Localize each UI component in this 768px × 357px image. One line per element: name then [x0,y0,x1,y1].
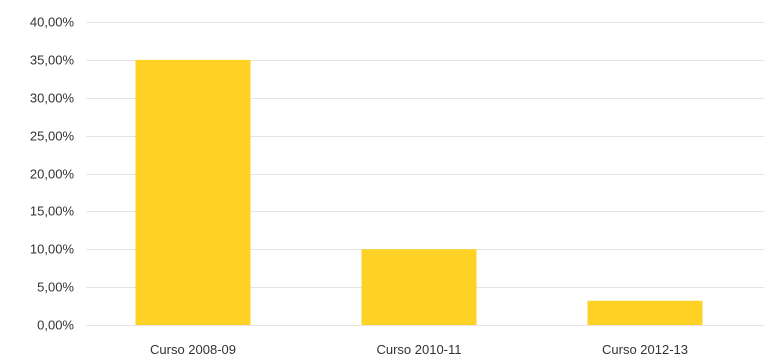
y-tick-label: 25,00% [30,129,75,144]
y-tick-label: 0,00% [37,318,74,333]
y-tick-label: 40,00% [30,15,75,30]
y-tick-label: 20,00% [30,167,75,182]
bar [587,300,703,325]
y-axis-tick-labels: 0,00% 5,00% 10,00% 15,00% 20,00% 25,00% 30,00%… [30,15,75,333]
x-category-label: Curso 2012-13 [602,342,688,357]
x-axis-category-labels: Curso 2008-09 Curso 2010-11 Curso 2012-13 [150,342,688,357]
y-tick-label: 5,00% [37,280,74,295]
y-tick-label: 10,00% [30,242,75,257]
bar [361,249,477,325]
x-category-label: Curso 2008-09 [150,342,236,357]
y-tick-label: 35,00% [30,53,75,68]
bars [135,59,703,325]
bar [135,59,251,325]
y-tick-label: 15,00% [30,204,75,219]
x-category-label: Curso 2010-11 [376,342,461,357]
y-tick-label: 30,00% [30,91,75,106]
